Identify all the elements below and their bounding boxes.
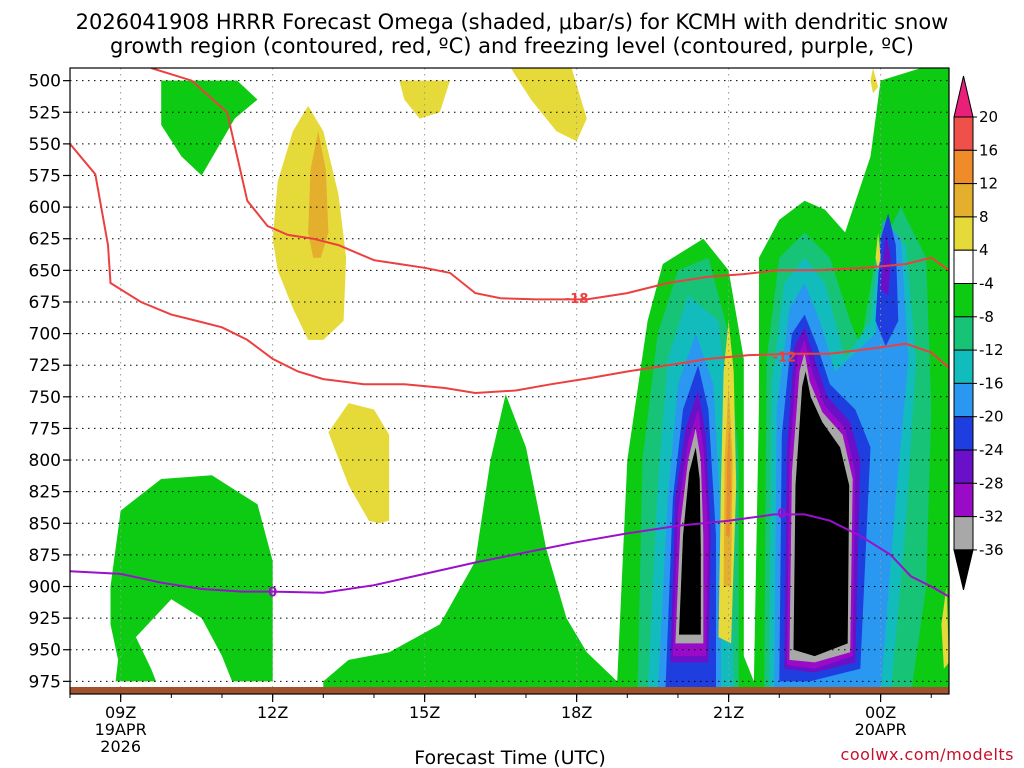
chart-title-line2: growth region (contoured, red, ºC) and f… [110, 34, 914, 58]
colorbar-label-1: 16 [979, 141, 998, 159]
colorbar-box-8to12 [953, 183, 974, 218]
temperature-contours: -18 -12 0 0 [70, 68, 949, 601]
credit-link[interactable]: coolwx.com/modelts [841, 745, 1014, 764]
colorbar-label-11: -28 [979, 474, 1004, 492]
ground-strip [70, 687, 949, 694]
colorbar-label-7: -12 [979, 341, 1004, 359]
colorbar-box-m20tom16 [953, 382, 974, 418]
x-tick-label-18Z: 18Z [561, 703, 592, 722]
omega-region-8to12-23 [308, 131, 329, 258]
y-tick-label-575: 575 [29, 166, 61, 186]
omega-region-4to8-26 [510, 68, 587, 142]
omega-region-m8tom4-2 [161, 80, 258, 176]
omega-region-m8tom4-1 [115, 637, 157, 682]
x-tick-date-09Z: 19APR [95, 720, 147, 739]
y-axis: 500 525 550 575 600 625 650 675 700 725 750 775 800 8… [29, 72, 70, 692]
colorbar-label-3: 8 [979, 208, 989, 226]
colorbar-box-m4to4 [953, 249, 974, 284]
contour-label-freezing-level-0-1: 0 [777, 507, 786, 522]
colorbar-label-2: 12 [979, 175, 998, 193]
colorbar-label-4: 4 [979, 241, 989, 259]
y-tick-label-925: 925 [29, 609, 61, 629]
omega-region-4to8-32 [941, 586, 949, 669]
colorbar-box-m12tom8 [953, 316, 974, 351]
omega-region-12to16-29 [726, 422, 732, 536]
colorbar-bottom-triangle [953, 549, 974, 591]
omega-region-m8tom4-0 [110, 475, 273, 682]
y-tick-label-550: 550 [29, 135, 61, 155]
x-tick-label-21Z: 21Z [713, 703, 744, 722]
y-tick-label-525: 525 [29, 103, 61, 123]
omega-region-ltm36-20 [679, 447, 701, 635]
y-tick-label-950: 950 [29, 641, 61, 661]
x-tick-label-09Z: 09Z [105, 703, 136, 722]
colorbar-label-8: -16 [979, 374, 1004, 392]
y-tick-label-825: 825 [29, 483, 61, 503]
colorbar-box-4to8 [953, 216, 974, 251]
omega-region-ltm36-21 [793, 371, 850, 657]
colorbar-label-5: -4 [979, 275, 994, 293]
y-tick-label-500: 500 [29, 72, 61, 92]
y-tick-label-600: 600 [29, 198, 61, 218]
omega-region-4to8-25 [399, 80, 450, 119]
colorbar-label-6: -8 [979, 308, 994, 326]
y-tick-label-650: 650 [29, 261, 61, 281]
colorbar-box-m36tom32 [953, 516, 974, 551]
x-tick-label-12Z: 12Z [257, 703, 288, 722]
omega-region-m28tom24-15 [880, 232, 891, 296]
y-tick-label-850: 850 [29, 514, 61, 534]
colorbar-box-m8tom4 [953, 283, 974, 318]
omega-region-4to8-24 [328, 403, 390, 524]
contour-label-dendritic-minus-12-0: -12 [773, 350, 797, 365]
contour-label-dendritic-minus-18-0: -18 [565, 292, 589, 307]
colorbar-box-12to16 [953, 149, 974, 185]
y-tick-label-675: 675 [29, 293, 61, 313]
colorbar-label-9: -20 [979, 408, 1004, 426]
y-tick-label-900: 900 [29, 578, 61, 598]
y-tick-label-725: 725 [29, 356, 61, 376]
contour-freezing-level-0 [70, 513, 949, 598]
colorbar-label-10: -24 [979, 441, 1004, 459]
contour-dendritic-minus-18 [150, 68, 949, 301]
x-axis-label: Forecast Time (UTC) [414, 747, 605, 768]
plot-frame [69, 67, 950, 695]
colorbar-box-m28tom24 [953, 449, 974, 484]
y-tick-label-750: 750 [29, 388, 61, 408]
y-tick-label-775: 775 [29, 419, 61, 439]
colorbar-box-16to20 [953, 116, 974, 151]
x-tick-label-15Z: 15Z [409, 703, 440, 722]
contour-dendritic-minus-12 [70, 143, 949, 395]
colorbar-label-12: -32 [979, 508, 1004, 526]
chart-title-line1: 2026041908 HRRR Forecast Omega (shaded, … [76, 10, 949, 34]
y-tick-label-800: 800 [29, 451, 61, 471]
grid [70, 68, 949, 694]
x-tick-label-00Z: 00Z [865, 703, 896, 722]
colorbar-label-0: 20 [979, 108, 998, 126]
omega-region-4to8-30 [875, 232, 881, 271]
x-tick-year-09Z: 2026 [100, 737, 141, 756]
colorbar-box-m16tom12 [953, 349, 974, 384]
y-tick-label-975: 975 [29, 672, 61, 692]
colorbar-label-13: -36 [979, 541, 1004, 559]
x-tick-date-00Z: 20APR [855, 720, 907, 739]
colorbar-top-triangle [953, 75, 974, 118]
colorbar: 20 16 12 8 4 -4 -8 -12 -16 -20 -24 -28 -32 -36 [953, 75, 1004, 591]
contour-label-freezing-level-0-0: 0 [268, 586, 277, 601]
colorbar-box-m32tom28 [953, 482, 974, 518]
y-tick-label-875: 875 [29, 546, 61, 566]
colorbar-box-m24tom20 [953, 416, 974, 451]
y-tick-label-700: 700 [29, 325, 61, 345]
y-tick-label-625: 625 [29, 230, 61, 250]
